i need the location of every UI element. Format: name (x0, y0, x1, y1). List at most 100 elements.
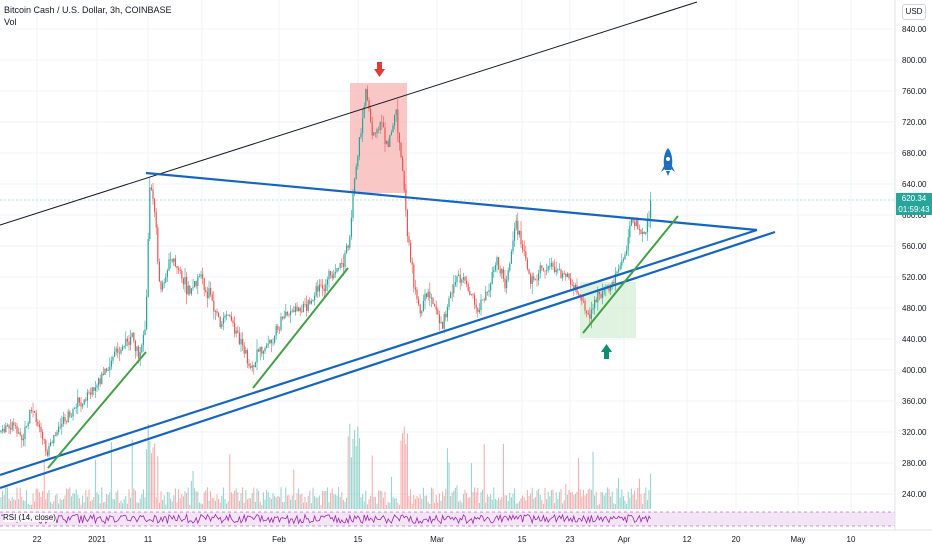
candle-body (166, 270, 168, 277)
candle-body (109, 366, 111, 371)
volume-bar (622, 496, 624, 509)
volume-bar (205, 490, 207, 509)
time-tick-label: Mar (430, 535, 444, 544)
candle-body (550, 262, 552, 267)
volume-bar (643, 493, 645, 509)
volume-bar (339, 496, 341, 509)
volume-bar (402, 433, 404, 509)
volume-bar (136, 502, 138, 509)
candle-body (274, 335, 276, 343)
volume-bar (62, 498, 64, 509)
candle-body (515, 220, 517, 229)
volume-bar (414, 498, 416, 509)
candle-body (272, 342, 274, 344)
candle-body (46, 451, 48, 456)
candle-body (152, 189, 154, 199)
last-price-tag: 620.34 01:59:43 (896, 193, 932, 215)
price-tick-label: 800.00 (902, 56, 927, 65)
candle-body (16, 425, 18, 434)
candle-body (83, 399, 85, 405)
support-line-1 (47, 351, 147, 469)
volume-bar (531, 487, 533, 509)
candle-body (200, 274, 202, 277)
descending-trendline (145, 171, 758, 232)
candle-body (338, 267, 340, 269)
volume-bar (552, 489, 554, 509)
candle-body (589, 314, 591, 319)
candle-body (456, 275, 458, 283)
volume-bar (162, 499, 164, 509)
volume-bar (390, 476, 392, 509)
candle-body (126, 338, 128, 342)
candle-body (352, 193, 354, 218)
candle-body (67, 411, 69, 423)
candle-body (307, 300, 309, 311)
candle-body (45, 440, 47, 452)
volume-bar (213, 497, 215, 509)
candle-body (461, 279, 463, 283)
volume-bar (453, 490, 455, 509)
volume-bar (470, 463, 472, 509)
volume-bar (298, 488, 300, 509)
candle-body (355, 166, 357, 179)
candle-body (150, 187, 152, 190)
candle-body (59, 426, 61, 428)
volume-bar (234, 490, 236, 509)
volume-bar (627, 491, 629, 509)
volume-bar (541, 499, 543, 509)
volume-bar (285, 487, 287, 509)
candle-body (190, 288, 192, 294)
volume-bar (310, 503, 312, 509)
candle-body (251, 365, 253, 368)
volume-bar (262, 492, 264, 509)
candle-body (424, 293, 426, 301)
volume-bar (107, 494, 109, 509)
volume-bar (138, 502, 140, 509)
volume-bar (85, 490, 87, 509)
candle-body (608, 287, 610, 291)
candle-body (256, 349, 258, 363)
candle-body (510, 251, 512, 264)
volume-bar (488, 496, 490, 509)
price-tick-label: 480.00 (902, 304, 927, 313)
candle-body (296, 306, 298, 312)
candle-body (213, 300, 215, 312)
volume-bar (355, 446, 357, 509)
candle-body (125, 338, 127, 347)
volume-bar (370, 495, 372, 509)
candle-body (227, 314, 229, 316)
volume-bar (589, 488, 591, 509)
candle-body (512, 240, 514, 252)
volume-bar (544, 488, 546, 509)
candle-body (170, 259, 172, 261)
candle-body (522, 244, 524, 250)
candle-body (573, 285, 575, 290)
candle-body (330, 271, 332, 276)
candle-body (326, 279, 328, 285)
candle-body (293, 310, 295, 312)
volume-bar (555, 492, 557, 509)
volume-bar (294, 500, 296, 509)
candle-body (360, 133, 362, 138)
volume-bar (258, 491, 260, 509)
candle-body (435, 306, 437, 310)
candle-body (34, 411, 36, 413)
candle-body (22, 438, 24, 441)
candle-body (219, 317, 221, 327)
candle-body (485, 291, 487, 301)
candle-body (86, 392, 88, 401)
currency-button[interactable]: USD (902, 4, 926, 20)
volume-bar (110, 441, 112, 509)
volume-bar (142, 489, 144, 509)
volume-bar (438, 493, 440, 509)
candle-body (466, 280, 468, 284)
last-price-value: 620.34 (901, 194, 927, 203)
candle-body (358, 137, 360, 157)
volume-bar (443, 495, 445, 509)
candle-body (50, 442, 52, 446)
candle-body (525, 251, 527, 260)
candle-body (123, 346, 125, 347)
volume-bar (245, 490, 247, 509)
volume-bar (474, 487, 476, 509)
